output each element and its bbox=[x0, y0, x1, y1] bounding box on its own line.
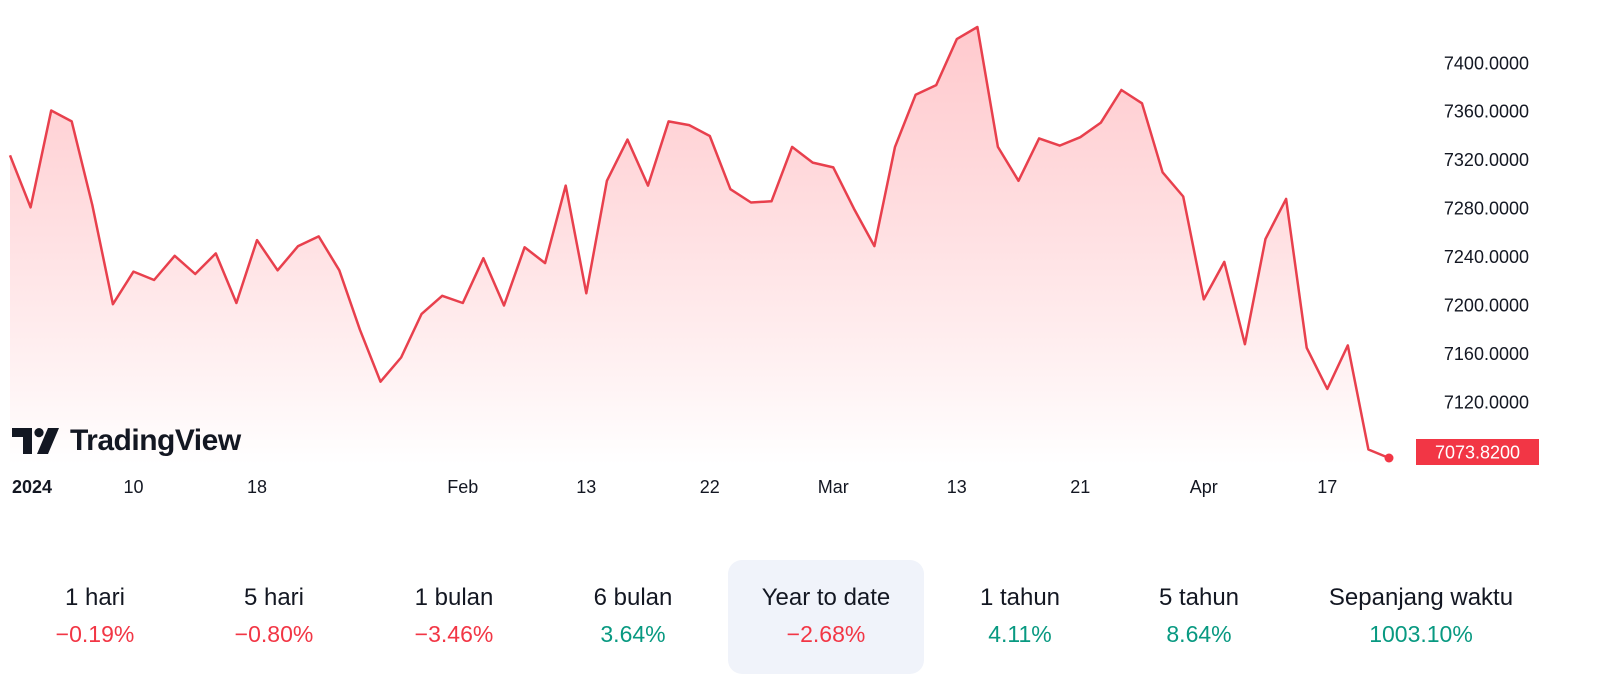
x-tick-label: 18 bbox=[247, 477, 267, 497]
period-label: Sepanjang waktu bbox=[1328, 584, 1514, 611]
period-change-value: 8.64% bbox=[1166, 621, 1232, 647]
y-tick-label: 7280.0000 bbox=[1444, 199, 1529, 219]
period-label: Year to date bbox=[761, 584, 891, 611]
y-tick-label: 7200.0000 bbox=[1444, 296, 1529, 316]
period-change-value: −0.80% bbox=[234, 621, 314, 647]
series-area-fill bbox=[10, 27, 1389, 465]
period-tab[interactable]: Sepanjang waktu 1003.10% bbox=[1306, 560, 1536, 674]
x-tick-label: 2024 bbox=[12, 477, 52, 497]
y-tick-label: 7320.0000 bbox=[1444, 150, 1529, 170]
period-tab[interactable]: 1 tahun 4.11% bbox=[935, 560, 1105, 674]
period-label: 5 tahun bbox=[1158, 584, 1240, 611]
period-change-value: −3.46% bbox=[414, 621, 494, 647]
x-tick-label: 10 bbox=[123, 477, 143, 497]
series-line bbox=[8, 25, 1390, 460]
period-label: 1 hari bbox=[64, 584, 126, 611]
y-tick-label: 7240.0000 bbox=[1444, 247, 1529, 267]
period-tab[interactable]: Year to date −2.68% bbox=[728, 560, 924, 674]
period-tab[interactable]: 5 tahun 8.64% bbox=[1114, 560, 1284, 674]
x-tick-label: 17 bbox=[1317, 477, 1337, 497]
period-label: 1 bulan bbox=[414, 584, 494, 611]
x-tick-label: 13 bbox=[947, 477, 967, 497]
last-price-dot bbox=[1384, 453, 1394, 463]
period-tab[interactable]: 5 hari −0.80% bbox=[189, 560, 359, 674]
period-label: 5 hari bbox=[243, 584, 305, 611]
performance-periods: 1 hari −0.19% 5 hari −0.80% 1 bulan −3.46% 6 b… bbox=[0, 560, 1600, 674]
period-change-value: −0.19% bbox=[55, 621, 135, 647]
last-price-badge bbox=[1416, 439, 1539, 465]
tradingview-logo-text: TradingView bbox=[70, 424, 241, 457]
chart-area-layer bbox=[10, 27, 1389, 465]
y-axis: 7400.0000 7360.0000 7320.0000 7280.0000 7240… bbox=[1444, 53, 1529, 412]
period-change-value: 3.64% bbox=[600, 621, 666, 647]
period-change-value: −2.68% bbox=[786, 621, 866, 647]
period-label: 6 bulan bbox=[593, 584, 673, 611]
tradingview-logo-icon bbox=[12, 428, 59, 454]
y-tick-label: 7120.0000 bbox=[1444, 392, 1529, 412]
x-tick-label: 21 bbox=[1070, 477, 1090, 497]
tradingview-logo[interactable]: TradingView bbox=[12, 424, 241, 458]
period-change-value: 4.11% bbox=[988, 621, 1052, 647]
y-tick-label: 7400.0000 bbox=[1444, 53, 1529, 73]
period-label: 1 tahun bbox=[979, 584, 1061, 611]
y-tick-label: 7360.0000 bbox=[1444, 102, 1529, 122]
period-change-value: 1003.10% bbox=[1369, 621, 1473, 647]
x-tick-label: 13 bbox=[576, 477, 596, 497]
last-price-label-group: 7073.8200 bbox=[1416, 439, 1539, 465]
period-tab[interactable]: 1 bulan −3.46% bbox=[369, 560, 539, 674]
x-tick-label: Mar bbox=[818, 477, 849, 497]
x-axis: 2024 10 18 Feb 13 22 Mar 13 21 Apr 17 bbox=[12, 477, 1337, 497]
x-tick-label: Feb bbox=[447, 477, 478, 497]
period-tab[interactable]: 1 hari −0.19% bbox=[10, 560, 180, 674]
x-tick-label: 22 bbox=[700, 477, 720, 497]
y-tick-label: 7160.0000 bbox=[1444, 344, 1529, 364]
chart-line-layer bbox=[8, 25, 1394, 463]
last-price-label: 7073.8200 bbox=[1435, 443, 1520, 463]
x-tick-label: Apr bbox=[1190, 477, 1218, 497]
price-area-chart[interactable]: 7400.0000 7360.0000 7320.0000 7280.0000 7240… bbox=[0, 0, 1600, 530]
period-tab[interactable]: 6 bulan 3.64% bbox=[548, 560, 718, 674]
